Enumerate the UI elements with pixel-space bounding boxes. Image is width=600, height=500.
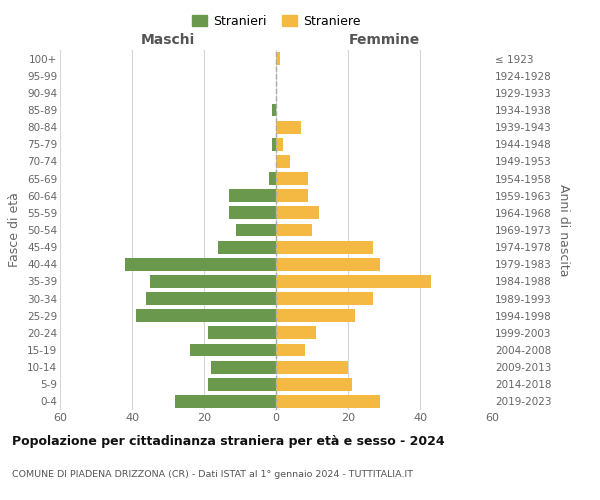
Bar — [211, 360, 276, 374]
Text: COMUNE DI PIADENA DRIZZONA (CR) - Dati ISTAT al 1° gennaio 2024 - TUTTITALIA.IT: COMUNE DI PIADENA DRIZZONA (CR) - Dati I… — [12, 470, 413, 479]
Bar — [276, 190, 308, 202]
Bar — [276, 206, 319, 220]
Bar — [229, 206, 276, 220]
Bar — [150, 275, 276, 288]
Y-axis label: Fasce di età: Fasce di età — [8, 192, 22, 268]
Bar — [276, 378, 352, 390]
Bar — [175, 395, 276, 408]
Bar — [208, 326, 276, 340]
Text: Femmine: Femmine — [349, 32, 419, 46]
Bar — [269, 172, 276, 185]
Bar — [272, 104, 276, 117]
Bar — [208, 378, 276, 390]
Text: Maschi: Maschi — [141, 32, 195, 46]
Bar — [276, 52, 280, 65]
Bar — [125, 258, 276, 270]
Bar — [276, 240, 373, 254]
Bar — [276, 155, 290, 168]
Bar — [276, 258, 380, 270]
Bar — [276, 224, 312, 236]
Legend: Stranieri, Straniere: Stranieri, Straniere — [188, 11, 364, 32]
Text: Popolazione per cittadinanza straniera per età e sesso - 2024: Popolazione per cittadinanza straniera p… — [12, 435, 445, 448]
Bar — [276, 120, 301, 134]
Bar — [276, 275, 431, 288]
Bar — [276, 310, 355, 322]
Bar — [272, 138, 276, 150]
Bar — [276, 292, 373, 305]
Bar — [218, 240, 276, 254]
Bar — [276, 360, 348, 374]
Bar — [276, 172, 308, 185]
Bar — [276, 344, 305, 356]
Bar — [276, 138, 283, 150]
Bar — [236, 224, 276, 236]
Bar — [146, 292, 276, 305]
Bar — [229, 190, 276, 202]
Bar — [276, 326, 316, 340]
Bar — [190, 344, 276, 356]
Bar — [276, 395, 380, 408]
Y-axis label: Anni di nascita: Anni di nascita — [557, 184, 570, 276]
Bar — [136, 310, 276, 322]
